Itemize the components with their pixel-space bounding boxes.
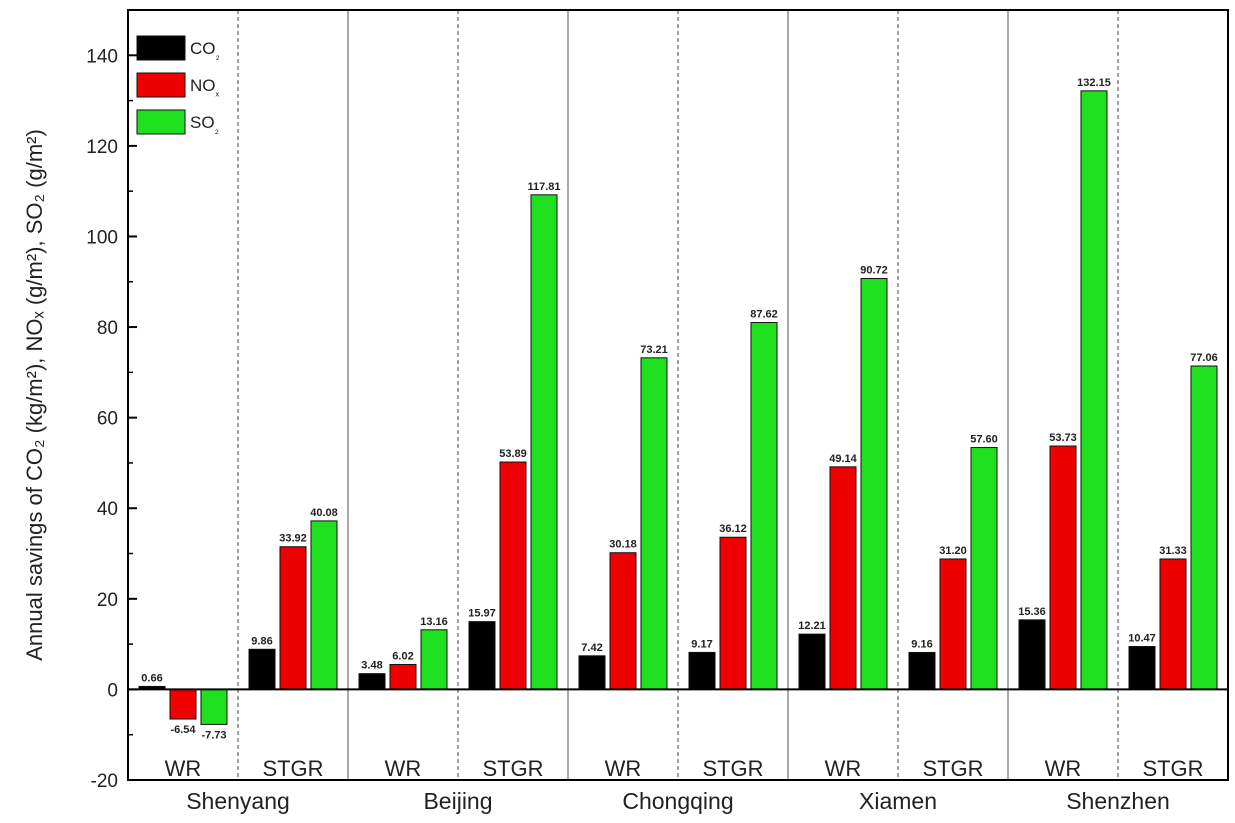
axes: -20 0 20 40 60 80 100 120 140 WR STGR Shenyang WR STG… [22, 9, 1229, 814]
plot-frame [127, 9, 1229, 781]
x-subgroup-label: WR [165, 756, 202, 781]
legend-label: CO₂ [190, 39, 220, 62]
data-label: 31.33 [1159, 545, 1187, 557]
bar [530, 194, 558, 690]
y-tick-label: 40 [97, 499, 118, 520]
bar [578, 655, 606, 690]
data-label: 31.20 [939, 545, 967, 557]
x-subgroup-label: WR [825, 756, 862, 781]
bar [1049, 445, 1077, 690]
y-tick-label: 120 [86, 137, 118, 158]
bar [860, 278, 888, 690]
bar [1190, 365, 1218, 690]
y-tick-label: 60 [97, 409, 118, 430]
bar [750, 322, 778, 690]
y-tick-label: 100 [86, 227, 118, 248]
data-label: 40.08 [310, 507, 338, 519]
legend-swatch [136, 109, 186, 135]
x-subgroup-label: STGR [482, 756, 543, 781]
data-label: 9.86 [251, 635, 272, 647]
bar [1128, 646, 1156, 690]
legend-swatch [136, 35, 186, 61]
data-label: 3.48 [361, 660, 382, 672]
bar [719, 536, 747, 690]
bar [248, 648, 276, 690]
bar [798, 633, 826, 690]
data-labels: 0.66 -6.54 -7.73 9.86 33.92 40.08 3.48 6.02 13.1… [141, 77, 1217, 742]
bar [420, 629, 448, 690]
bar [200, 688, 228, 725]
x-subgroup-label: WR [1045, 756, 1082, 781]
x-subgroup-label: STGR [702, 756, 763, 781]
legend-label: NOₓ [190, 76, 220, 99]
x-city-label: Shenzhen [1066, 788, 1170, 814]
data-label: 77.06 [1190, 352, 1218, 364]
y-tick-label: 20 [97, 590, 118, 611]
bar [1159, 558, 1187, 690]
bar [640, 357, 668, 690]
data-label: 49.14 [829, 453, 857, 465]
data-label: 6.02 [392, 651, 413, 663]
x-city-label: Chongqing [622, 788, 733, 814]
data-label: 132.15 [1077, 77, 1111, 89]
x-subgroup-label: WR [385, 756, 422, 781]
bar [1018, 619, 1046, 690]
bar [908, 651, 936, 690]
x-city-label: Beijing [423, 788, 492, 814]
data-label: 53.73 [1049, 432, 1077, 444]
data-label: 12.21 [798, 620, 826, 632]
data-label: 10.47 [1128, 633, 1156, 645]
bar [609, 552, 637, 690]
bar [468, 621, 496, 690]
data-label: 87.62 [750, 309, 778, 321]
x-subgroup-label: STGR [1142, 756, 1203, 781]
x-city-label: Shenyang [186, 788, 290, 814]
data-label: 73.21 [640, 344, 668, 356]
bar [499, 461, 527, 690]
y-tick-label: 140 [86, 46, 118, 67]
legend: CO₂ NOₓ SO₂ [136, 35, 220, 136]
data-label: -7.73 [201, 729, 226, 741]
bar [169, 688, 197, 720]
bar [939, 558, 967, 690]
data-label: 7.42 [581, 642, 602, 654]
data-label: 30.18 [609, 539, 637, 551]
bar [688, 651, 716, 690]
divider-lines [237, 10, 1119, 780]
data-label: 15.36 [1018, 606, 1046, 618]
legend-swatch [136, 72, 186, 98]
bar [1080, 90, 1108, 690]
data-label: 0.66 [141, 672, 162, 684]
bar [970, 447, 998, 690]
legend-label: SO₂ [190, 113, 219, 136]
bar [279, 546, 307, 690]
data-label: 9.17 [691, 638, 712, 650]
y-tick-label: -20 [91, 771, 118, 792]
data-label: 117.81 [527, 181, 560, 193]
data-label: 53.89 [499, 448, 527, 460]
x-subgroup-label: STGR [922, 756, 983, 781]
bar [389, 664, 417, 690]
data-label: 15.97 [468, 608, 496, 620]
data-label: -6.54 [170, 724, 196, 736]
data-label: 36.12 [719, 523, 747, 535]
y-tick-label: 0 [107, 680, 118, 701]
y-tick-label: 80 [97, 318, 118, 339]
data-label: 90.72 [860, 265, 888, 277]
x-subgroup-label: WR [605, 756, 642, 781]
bar [358, 673, 386, 690]
x-subgroup-label: STGR [262, 756, 323, 781]
bar-group [138, 90, 1218, 725]
data-label: 33.92 [279, 533, 307, 545]
bar [310, 520, 338, 690]
data-label: 57.60 [970, 434, 998, 446]
x-city-label: Xiamen [859, 788, 937, 814]
bar [829, 466, 857, 690]
y-axis-label: Annual savings of CO₂ (kg/m²), NOₓ (g/m²… [22, 129, 47, 661]
data-label: 9.16 [911, 638, 932, 650]
data-label: 13.16 [420, 616, 448, 628]
